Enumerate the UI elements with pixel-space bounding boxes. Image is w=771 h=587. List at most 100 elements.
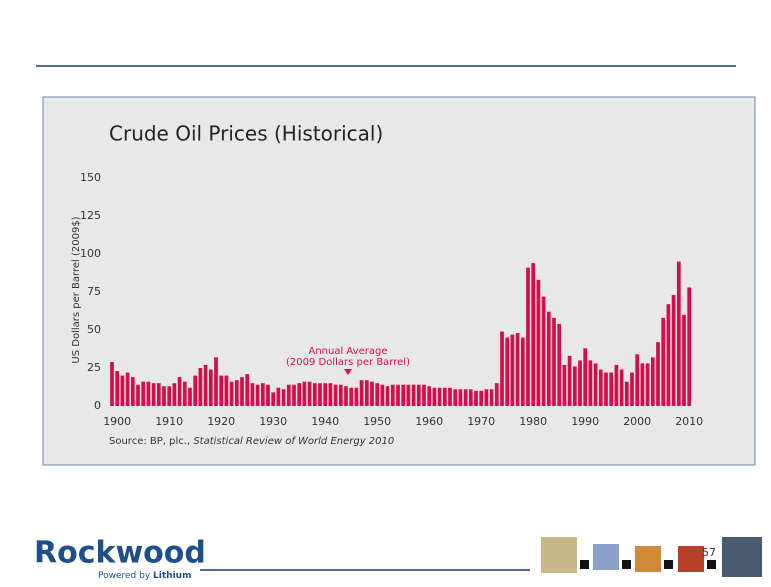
bar <box>510 334 515 406</box>
bar <box>125 372 130 406</box>
bar <box>255 384 260 406</box>
bar <box>593 363 598 406</box>
y-tick-label: 75 <box>87 285 101 298</box>
bar <box>666 304 671 406</box>
thumbnail <box>722 537 762 577</box>
tagline-prefix: Powered by <box>98 571 151 581</box>
x-tick-label: 1910 <box>155 415 183 428</box>
bar <box>557 323 562 406</box>
bar <box>687 287 692 406</box>
thumbnail <box>678 546 704 572</box>
x-tick-label: 1930 <box>259 415 287 428</box>
bar <box>307 381 312 406</box>
source-prefix: Source: BP, plc., <box>109 436 193 447</box>
bar <box>635 354 640 406</box>
bar <box>489 389 494 406</box>
bar <box>479 390 484 406</box>
y-tick-label: 100 <box>80 247 101 260</box>
bar <box>380 384 385 406</box>
bar <box>110 361 114 406</box>
bar <box>271 392 276 406</box>
bullet <box>664 560 673 569</box>
annotation: Annual Average <box>308 346 387 357</box>
x-tick-label: 1990 <box>571 415 599 428</box>
y-axis-label: US Dollars per Barrel (2009$) <box>71 216 82 363</box>
bar <box>474 390 478 406</box>
bar <box>396 384 400 406</box>
bar <box>598 369 603 406</box>
bar <box>619 369 624 406</box>
bar <box>297 383 302 406</box>
logo-name: Rockwood <box>34 536 206 571</box>
bar <box>266 384 270 406</box>
bar <box>572 366 577 406</box>
bar <box>354 387 359 406</box>
bar <box>141 381 146 406</box>
bar <box>240 377 244 406</box>
bar <box>640 363 645 406</box>
bar <box>286 384 291 406</box>
bar <box>323 383 328 406</box>
bar <box>406 384 411 406</box>
thumbnail <box>593 544 619 570</box>
bar <box>229 381 234 406</box>
bar <box>661 317 666 406</box>
bar <box>234 380 239 406</box>
bar <box>676 261 681 406</box>
y-tick-label: 0 <box>94 399 101 412</box>
bar <box>167 386 172 406</box>
bar <box>115 371 120 406</box>
bar <box>177 377 182 406</box>
bar <box>203 364 208 406</box>
bar <box>427 386 432 406</box>
bar <box>624 381 629 406</box>
source-title: Statistical Review of World Energy 2010 <box>193 436 394 447</box>
bar <box>682 314 686 406</box>
annotation-arrow <box>344 369 352 375</box>
bar <box>645 363 650 406</box>
bar <box>281 389 286 406</box>
bar <box>151 383 156 406</box>
tagline-brand: Lithium <box>153 571 191 581</box>
bar <box>375 383 380 406</box>
bar <box>453 389 458 406</box>
bar <box>312 383 317 406</box>
bar <box>448 387 452 406</box>
bullet <box>707 560 716 569</box>
bar <box>349 387 354 406</box>
bar <box>224 375 229 406</box>
x-tick-label: 1970 <box>467 415 495 428</box>
bar <box>463 389 468 406</box>
y-tick-label: 125 <box>80 209 101 222</box>
bar <box>193 375 198 406</box>
x-tick-label: 1900 <box>103 415 131 428</box>
bar <box>260 383 265 406</box>
bar <box>364 380 369 406</box>
bar <box>219 375 224 406</box>
page-number: 57 <box>702 546 716 559</box>
bar <box>182 381 187 406</box>
bar <box>390 384 395 406</box>
bar <box>198 368 203 406</box>
bar <box>500 331 504 406</box>
bar <box>292 384 296 406</box>
bar <box>609 372 614 406</box>
thumbnail <box>635 546 661 572</box>
bar <box>494 383 499 406</box>
bar <box>359 380 364 406</box>
bar <box>520 337 525 406</box>
bar <box>546 311 551 406</box>
logo-tagline: Powered by Lithium <box>98 571 191 581</box>
bar <box>432 387 437 406</box>
bar <box>120 375 125 406</box>
bar <box>437 387 442 406</box>
y-tick-label: 25 <box>87 361 101 374</box>
bar <box>515 333 520 406</box>
bullet <box>622 560 631 569</box>
bar <box>656 342 660 406</box>
bar <box>567 355 572 406</box>
bar <box>401 384 406 406</box>
x-tick-label: 1940 <box>311 415 339 428</box>
